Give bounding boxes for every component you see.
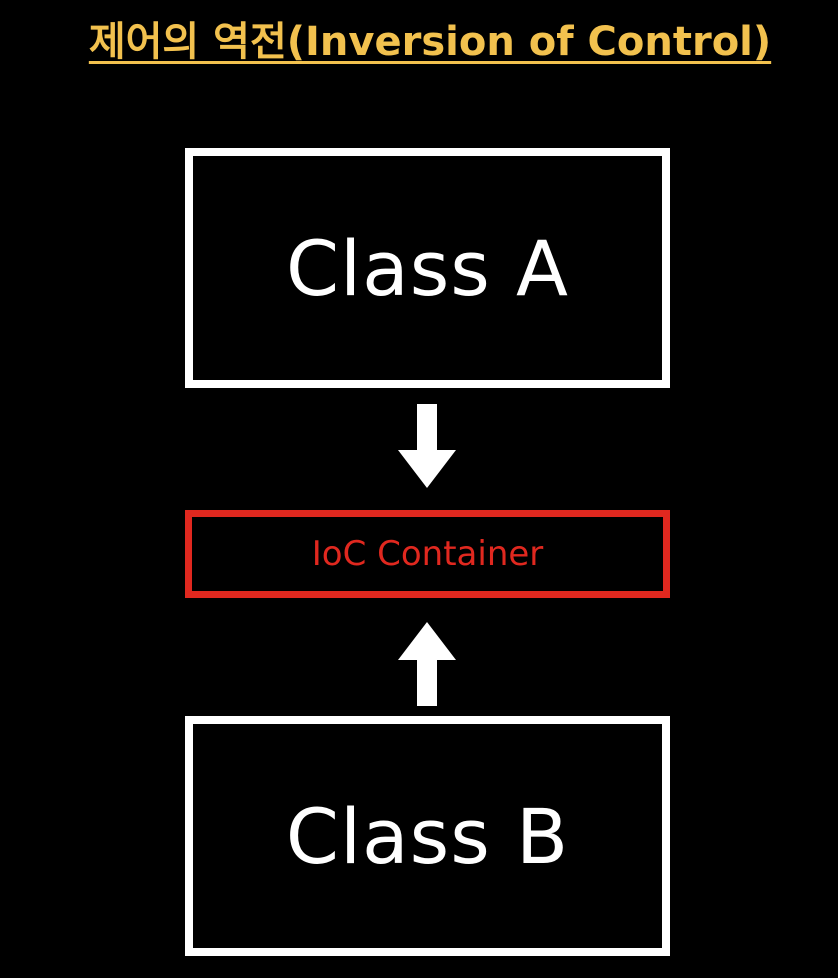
class-a-label: Class A <box>285 223 570 313</box>
class-a-node: Class A <box>185 148 670 388</box>
arrow-up-icon <box>398 622 456 706</box>
class-b-label: Class B <box>285 791 570 881</box>
ioc-container-node: IoC Container <box>185 510 670 598</box>
diagram-title: 제어의 역전(Inversion of Control) <box>88 19 772 65</box>
ioc-container-label: IoC Container <box>311 534 544 574</box>
arrow-up-shaft <box>417 656 437 706</box>
arrow-down-head <box>398 450 456 488</box>
class-b-node: Class B <box>185 716 670 956</box>
arrow-up-head <box>398 622 456 660</box>
arrow-down-shaft <box>417 404 437 454</box>
arrow-down-icon <box>398 404 456 488</box>
